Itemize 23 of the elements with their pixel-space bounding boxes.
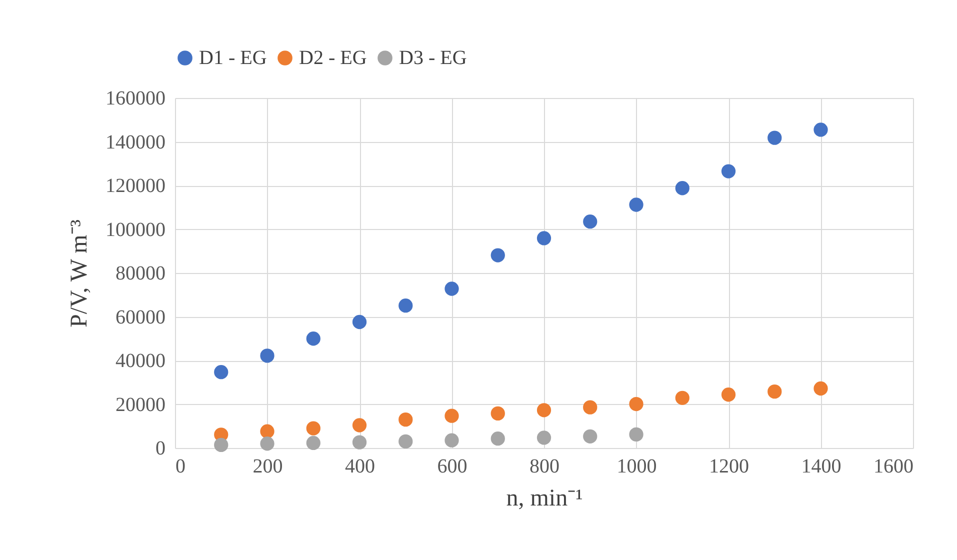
y-tick-label: 20000: [116, 394, 166, 416]
y-tick-label: 80000: [116, 262, 166, 284]
x-tick-label: 400: [345, 456, 375, 478]
x-tick-label: 800: [530, 456, 560, 478]
x-tick-label: 1000: [616, 456, 657, 478]
x-tick-label: 0: [176, 456, 186, 478]
y-axis-title: P/V, W m⁻³: [66, 220, 92, 328]
y-tick-label: 40000: [116, 350, 166, 372]
x-tick-label: 1200: [709, 456, 749, 478]
y-tick-label: 0: [156, 438, 166, 460]
y-tick-label: 60000: [116, 306, 166, 328]
legend-label: D3 - EG: [399, 47, 467, 69]
y-tick-label: 120000: [106, 175, 166, 197]
legend-label: D1 - EG: [199, 47, 267, 69]
y-tick-label: 140000: [106, 131, 166, 154]
x-tick-label: 600: [437, 456, 468, 478]
x-tick-label: 1600: [874, 456, 914, 478]
y-tick-label: 160000: [106, 88, 166, 110]
x-axis-title: n, min⁻¹: [506, 486, 583, 512]
x-tick-label: 200: [252, 456, 283, 478]
legend-label: D2 - EG: [299, 47, 367, 69]
x-tick-label: 1400: [801, 456, 842, 478]
y-tick-label: 100000: [106, 218, 166, 241]
